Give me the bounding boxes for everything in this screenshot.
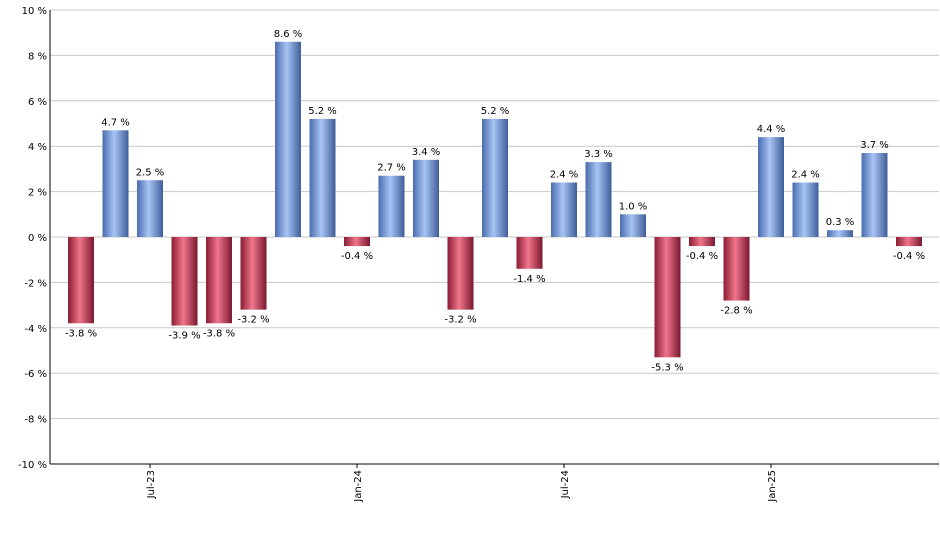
bar — [758, 137, 784, 237]
data-label: -0.4 % — [893, 251, 925, 262]
data-label: 5.2 % — [308, 106, 337, 117]
data-label: -2.8 % — [720, 306, 752, 317]
data-label: 1.0 % — [619, 201, 648, 212]
y-tick-label: -6 % — [24, 369, 47, 380]
y-tick-label: -4 % — [24, 324, 47, 335]
bar — [792, 182, 819, 237]
bar — [240, 237, 267, 310]
bar — [68, 237, 94, 324]
data-label: 2.4 % — [791, 170, 820, 181]
data-label: -5.3 % — [651, 362, 683, 373]
x-axis-tick-labels: Jul-23 Jan-24 Jul-24 Jan-25 — [146, 464, 778, 503]
data-label: 5.2 % — [481, 106, 510, 117]
y-tick-label: -8 % — [24, 415, 47, 426]
x-tick-label: Jul-24 — [560, 470, 571, 499]
data-label: 2.7 % — [377, 163, 406, 174]
bar — [413, 159, 439, 237]
axes — [49, 10, 939, 465]
bar — [275, 41, 301, 237]
bars — [68, 41, 922, 358]
bar — [827, 230, 853, 237]
data-label: 3.3 % — [584, 149, 613, 160]
bar — [551, 182, 577, 237]
bar — [654, 237, 681, 358]
data-label: 0.3 % — [826, 217, 855, 228]
y-tick-label: 0 % — [28, 233, 47, 244]
bar — [620, 214, 646, 237]
x-tick-label: Jan-25 — [767, 470, 778, 503]
bar — [516, 237, 543, 269]
bar — [309, 118, 336, 237]
data-label: -3.9 % — [168, 331, 200, 342]
data-label: -3.2 % — [237, 315, 269, 326]
data-label: -1.4 % — [513, 274, 545, 285]
bar — [482, 118, 508, 237]
y-tick-label: 10 % — [22, 6, 47, 17]
data-label: 8.6 % — [274, 29, 303, 40]
bar — [102, 130, 129, 237]
bar — [585, 162, 612, 237]
data-label: 3.4 % — [412, 147, 441, 158]
bar — [861, 153, 888, 237]
y-tick-label: -2 % — [24, 278, 47, 289]
data-label: 2.5 % — [136, 167, 165, 178]
y-axis-tick-labels: 10 % 8 % 6 % 4 % 2 % 0 % -2 % -4 % -6 % -8 % -10 % — [18, 6, 47, 471]
bar — [171, 237, 198, 326]
data-label: 4.4 % — [757, 124, 786, 135]
data-label: 2.4 % — [550, 170, 579, 181]
bar — [723, 237, 750, 301]
data-label: -0.4 % — [686, 251, 718, 262]
y-tick-label: 2 % — [28, 188, 47, 199]
bar — [689, 237, 715, 247]
x-tick-label: Jul-23 — [146, 470, 157, 499]
data-label: -3.8 % — [203, 328, 235, 339]
bar — [137, 180, 163, 237]
data-label: -0.4 % — [341, 251, 373, 262]
bar — [206, 237, 232, 324]
y-tick-label: -10 % — [18, 460, 47, 471]
bar — [378, 175, 405, 237]
y-tick-label: 8 % — [28, 51, 47, 62]
data-label: -3.2 % — [444, 315, 476, 326]
bar — [344, 237, 370, 247]
bar — [896, 237, 922, 247]
bar — [447, 237, 474, 310]
y-tick-label: 4 % — [28, 142, 47, 153]
data-labels: -3.8 %4.7 %2.5 %-3.9 % -3.8 %-3.2 %8.6 %5… — [65, 29, 925, 374]
x-tick-label: Jan-24 — [353, 470, 364, 503]
data-label: -3.8 % — [65, 328, 97, 339]
data-label: 3.7 % — [860, 140, 889, 151]
data-label: 4.7 % — [101, 117, 130, 128]
y-tick-label: 6 % — [28, 97, 47, 108]
